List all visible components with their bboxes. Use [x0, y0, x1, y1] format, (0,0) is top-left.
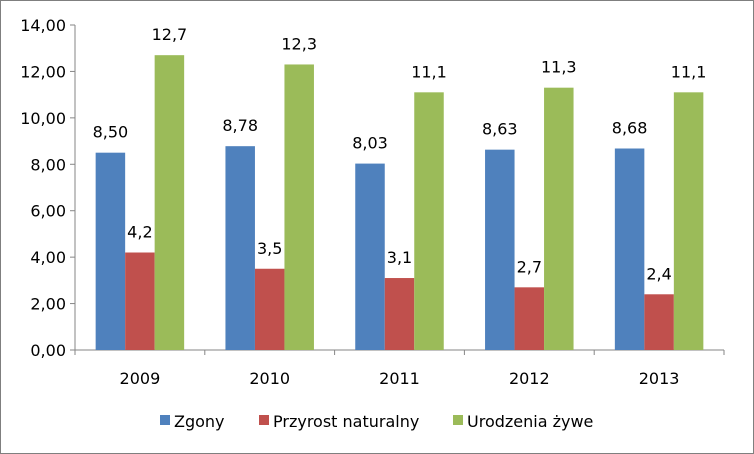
legend-label: Przyrost naturalny	[273, 412, 419, 431]
data-label: 12,3	[281, 34, 317, 53]
data-label: 3,1	[387, 248, 412, 267]
bar-przyrost-naturalny	[644, 294, 674, 350]
x-tick-label: 2013	[639, 369, 680, 388]
bar-zgony	[355, 163, 385, 350]
x-tick-label: 2011	[379, 369, 420, 388]
legend-label: Zgony	[174, 412, 225, 431]
data-label: 8,63	[482, 120, 518, 139]
bar-urodzenia-żywe	[414, 92, 444, 351]
data-label: 12,7	[152, 25, 188, 44]
x-tick-label: 2012	[509, 369, 550, 388]
data-label: 8,68	[612, 119, 648, 138]
bar-urodzenia-żywe	[154, 55, 185, 351]
bar-przyrost-naturalny	[384, 278, 415, 350]
y-tick-label: 0,00	[30, 341, 66, 360]
y-tick-label: 12,00	[20, 62, 66, 81]
bar-przyrost-naturalny	[254, 268, 285, 350]
bar-zgony	[95, 152, 126, 350]
data-label: 8,50	[93, 123, 129, 142]
bar-przyrost-naturalny	[125, 252, 155, 350]
y-tick-label: 2,00	[30, 295, 66, 314]
data-label: 2,7	[517, 257, 542, 276]
bar-urodzenia-żywe	[673, 92, 704, 351]
y-tick-label: 4,00	[30, 248, 66, 267]
x-tick-label: 2009	[120, 369, 161, 388]
y-tick-label: 6,00	[30, 202, 66, 221]
bar-zgony	[614, 148, 645, 350]
legend-swatch	[160, 415, 170, 425]
bar-zgony	[485, 149, 515, 350]
data-label: 4,2	[127, 223, 152, 242]
y-tick-label: 14,00	[20, 16, 66, 35]
y-tick-label: 8,00	[30, 155, 66, 174]
legend-label: Urodzenia żywe	[467, 412, 593, 431]
bar-urodzenia-żywe	[544, 87, 574, 350]
legend-swatch	[453, 415, 463, 425]
data-label: 8,78	[222, 116, 258, 135]
x-tick-label: 2010	[249, 369, 290, 388]
data-label: 8,03	[352, 134, 388, 153]
legend-swatch	[259, 415, 269, 425]
bar-zgony	[225, 146, 255, 350]
bar-przyrost-naturalny	[514, 287, 545, 350]
data-label: 11,1	[671, 62, 707, 81]
y-tick-label: 10,00	[20, 109, 66, 128]
data-label: 2,4	[646, 264, 671, 283]
data-label: 11,3	[541, 58, 577, 77]
data-label: 11,1	[411, 62, 447, 81]
data-label: 3,5	[257, 239, 282, 258]
bar-urodzenia-żywe	[284, 64, 314, 350]
